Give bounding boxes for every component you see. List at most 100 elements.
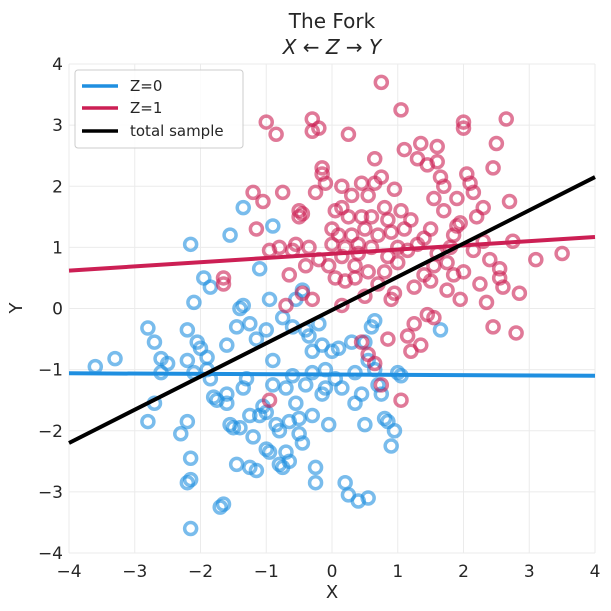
z0-point <box>140 320 156 336</box>
z1-point <box>380 331 396 347</box>
z1-point <box>396 141 413 158</box>
x-axis-label: X <box>326 582 338 603</box>
y-tick-label: 1 <box>52 238 63 258</box>
z0-point <box>87 358 104 375</box>
z0-point <box>182 450 199 467</box>
z1-point <box>429 138 445 155</box>
z1-point <box>508 325 524 341</box>
z1-point <box>360 264 376 280</box>
z1-point <box>386 181 403 198</box>
z1-point <box>261 392 278 408</box>
z1-point <box>498 111 514 127</box>
z0-point <box>245 429 261 445</box>
z1-point <box>439 254 455 271</box>
z1-point <box>439 282 455 298</box>
y-tick-label: 2 <box>52 177 63 197</box>
z1-point <box>422 273 439 289</box>
z0-point <box>271 423 288 439</box>
z0-point <box>225 419 242 436</box>
z0-point <box>242 316 258 332</box>
y-tick-label: 0 <box>52 300 63 320</box>
z0-point <box>278 380 294 396</box>
z1-point <box>399 328 416 344</box>
z1-point <box>366 150 383 167</box>
chart-subtitle: X ← Z → Y <box>282 35 383 59</box>
z1-point <box>334 178 350 194</box>
z1-point <box>488 135 505 152</box>
z0-point <box>386 423 403 439</box>
z1-point <box>455 114 472 130</box>
x-tick-label: −3 <box>122 562 147 582</box>
z0-point <box>228 456 245 473</box>
z0-point <box>432 322 449 338</box>
z1-point <box>248 221 265 237</box>
z1-point <box>485 160 501 176</box>
z1-point <box>366 355 383 372</box>
z0-point <box>146 334 163 350</box>
z1-fit-line <box>68 234 596 273</box>
z1-point <box>327 270 344 286</box>
legend-label-z0: Z=0 <box>130 77 162 95</box>
z1-point <box>360 187 376 204</box>
y-tick-label: −2 <box>38 422 63 442</box>
z0-point <box>366 312 383 329</box>
z1-point <box>436 178 452 194</box>
z1-point <box>258 114 274 130</box>
z0-point <box>235 297 251 314</box>
z1-point <box>304 291 321 308</box>
z0-point <box>107 350 123 367</box>
z1-point <box>255 193 271 210</box>
z1-point <box>340 209 357 225</box>
z0-point <box>304 407 321 424</box>
z1-point <box>445 227 462 243</box>
z1-point <box>455 120 472 136</box>
z1-point <box>393 202 409 219</box>
z0-point <box>265 377 281 393</box>
tick-labels: −4 −3 −2 −1 0 1 2 3 4 −4 −3 −2 −1 0 1 2 3 4 <box>38 55 600 582</box>
z1-point <box>334 297 350 314</box>
z0-point <box>281 413 298 430</box>
z1-point <box>482 251 498 268</box>
x-tick-label: −4 <box>56 562 81 582</box>
z1-point <box>393 392 409 408</box>
z1-point <box>501 193 518 210</box>
z1-point <box>429 154 445 170</box>
z1-point <box>485 319 501 335</box>
z0-point <box>215 496 232 512</box>
z1-point <box>413 135 429 152</box>
z0-point <box>140 413 156 430</box>
z0-point <box>182 520 199 537</box>
y-tick-label: 3 <box>52 116 63 136</box>
z0-point <box>202 279 219 295</box>
x-tick-label: 2 <box>458 562 469 582</box>
z0-point <box>228 319 245 335</box>
z0-point <box>373 386 390 402</box>
z0-point <box>294 435 311 451</box>
z1-point <box>511 285 528 301</box>
z0-point <box>288 395 304 411</box>
z1-point <box>383 224 399 240</box>
z1-point <box>455 264 472 280</box>
z1-point <box>363 209 380 225</box>
y-tick-label: −3 <box>38 483 63 503</box>
z0-point <box>242 407 258 424</box>
y-tick-label: −1 <box>38 361 63 381</box>
z0-point <box>261 291 278 308</box>
x-tick-label: 3 <box>524 562 535 582</box>
z1-point <box>353 334 370 350</box>
z1-point <box>353 175 370 191</box>
z0-point <box>251 261 268 277</box>
y-axis-label: Y <box>6 302 27 315</box>
y-tick-label: 4 <box>52 55 63 75</box>
z1-point <box>373 169 390 185</box>
z0-point <box>182 236 199 253</box>
z0-point <box>248 331 265 347</box>
x-tick-label: −1 <box>254 562 279 582</box>
x-tick-label: 0 <box>327 562 338 582</box>
z1-point <box>475 199 491 216</box>
z1-point <box>422 221 439 237</box>
z1-point <box>307 184 324 201</box>
z1-point <box>268 126 284 143</box>
z0-point <box>261 444 278 460</box>
z1-point <box>271 239 288 256</box>
